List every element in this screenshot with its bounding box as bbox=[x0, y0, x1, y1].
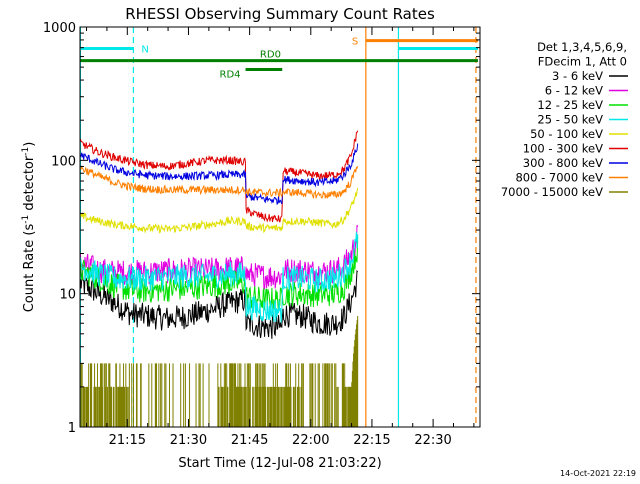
series-100-300-kev bbox=[79, 130, 359, 223]
y-tick-label: 1000 bbox=[43, 21, 76, 36]
y-axis-label: Count Rate (s-1 detector-1) bbox=[21, 142, 37, 313]
legend-entry: 7000 - 15000 keV bbox=[501, 185, 603, 199]
legend-entry: 12 - 25 keV bbox=[537, 98, 603, 112]
legend-entry: 6 - 12 keV bbox=[545, 84, 603, 98]
x-tick-label: 22:30 bbox=[414, 433, 451, 448]
legend-entry: 100 - 300 keV bbox=[523, 142, 603, 156]
legend-entry: 25 - 50 keV bbox=[537, 113, 603, 127]
legend-header: FDecim 1, Att 0 bbox=[538, 55, 627, 69]
y-tick-label: 1 bbox=[68, 421, 76, 436]
y-tick-label: 10 bbox=[59, 288, 76, 303]
chart-title: RHESSI Observing Summary Count Rates bbox=[125, 5, 435, 23]
x-tick-label: 22:00 bbox=[292, 433, 329, 448]
series-800-7000-kev bbox=[80, 165, 359, 199]
series-25-50-kev bbox=[79, 231, 359, 323]
timestamp: 14-Oct-2021 22:19 bbox=[560, 469, 636, 478]
flag-label-n: N bbox=[141, 44, 148, 55]
x-tick-label: 22:15 bbox=[353, 433, 390, 448]
flag-label-rd0: RD0 bbox=[260, 50, 281, 61]
legend-entry: 50 - 100 keV bbox=[530, 127, 603, 141]
series-7000-15000-kev bbox=[79, 315, 359, 427]
flag-label-s: S bbox=[352, 37, 358, 48]
series-50-100-kev bbox=[79, 187, 359, 234]
series-layer bbox=[79, 130, 359, 339]
legend-header: Det 1,3,4,5,6,9, bbox=[537, 40, 627, 54]
plot-frame bbox=[79, 26, 481, 428]
series-3-6-kev bbox=[79, 269, 359, 339]
x-tick-label: 21:15 bbox=[109, 433, 146, 448]
series-300-800-kev bbox=[79, 143, 359, 206]
x-tick-label: 21:45 bbox=[231, 433, 268, 448]
legend-entry: 300 - 800 keV bbox=[523, 156, 603, 170]
flag-label-rd4: RD4 bbox=[220, 70, 241, 81]
legend-entry: 800 - 7000 keV bbox=[515, 171, 603, 185]
legend: Det 1,3,4,5,6,9,FDecim 1, Att 03 - 6 keV… bbox=[501, 40, 628, 199]
y-axis: 1 10 100 1000 bbox=[43, 21, 480, 436]
legend-entry: 3 - 6 keV bbox=[552, 69, 603, 83]
y-tick-label: 100 bbox=[51, 154, 76, 169]
x-axis-label: Start Time (12-Jul-08 21:03:22) bbox=[178, 456, 381, 471]
x-tick-label: 21:30 bbox=[170, 433, 207, 448]
x-axis: 21:15 21:30 21:45 22:00 22:15 22:30 bbox=[86, 27, 475, 448]
